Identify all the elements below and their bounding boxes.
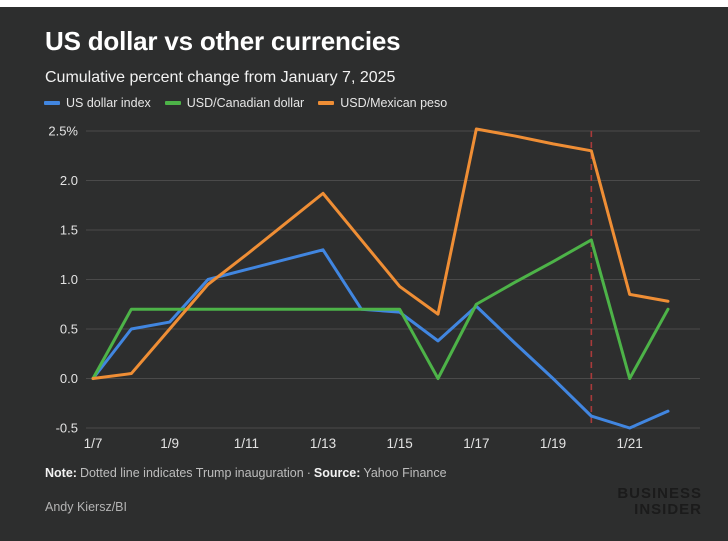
legend-swatch-orange-icon [318, 101, 335, 105]
series-line-usd-mexican-peso [91, 127, 670, 380]
x-tick-label: 1/13 [310, 436, 336, 451]
legend-swatch-blue-icon [44, 101, 60, 105]
top-strip [0, 0, 728, 7]
y-tick-label: -0.5 [56, 421, 78, 436]
legend-swatch-green-icon [164, 101, 181, 105]
note-separator: · [306, 466, 311, 480]
x-tick-label: 1/7 [84, 436, 103, 451]
y-tick-label: 1.5 [60, 223, 78, 238]
legend-item-usd-mxn: USD/Mexican peso [318, 96, 447, 110]
legend-label: USD/Canadian dollar [186, 96, 305, 110]
page-title: US dollar vs other currencies [45, 26, 401, 56]
y-tick-label: 2.5% [48, 124, 78, 139]
series-line-us-dollar-index [91, 248, 670, 430]
chart-note: Note: Dotted line indicates Trump inaugur… [45, 466, 450, 480]
legend: US dollar index USD/Canadian dollar USD/… [44, 96, 447, 110]
legend-item-us-dollar-index: US dollar index [44, 96, 151, 110]
x-tick-label: 1/17 [463, 436, 489, 451]
y-tick-label: 2.0 [60, 173, 78, 188]
y-tick-label: 0.0 [60, 371, 78, 386]
x-tick-label: 1/11 [234, 436, 259, 451]
y-tick-label: 0.5 [60, 322, 78, 337]
business-insider-logo: BUSINESS INSIDER [617, 486, 702, 518]
legend-label: USD/Mexican peso [340, 96, 448, 110]
source-text: Yahoo Finance [363, 466, 447, 480]
logo-line-1: BUSINESS [617, 485, 702, 502]
logo-line-2: INSIDER [634, 501, 702, 518]
x-tick-label: 1/15 [387, 436, 413, 451]
x-tick-label: 1/21 [617, 436, 643, 451]
x-tick-label: 1/19 [540, 436, 566, 451]
chart-svg: 2.5% 2.0 1.5 1.0 0.5 0.0 -0.5 1/7 1/9 1/11 1/13 1/1… [48, 124, 700, 451]
note-label: Note: [45, 466, 77, 480]
y-tick-label: 1.0 [60, 272, 78, 287]
series-line-usd-canadian-dollar [91, 238, 670, 380]
author-credit: Andy Kiersz/BI [45, 500, 127, 514]
legend-label: US dollar index [66, 96, 151, 110]
x-tick-label: 1/9 [160, 436, 179, 451]
note-text: Dotted line indicates Trump inauguration [79, 466, 304, 480]
source-label: Source: [313, 466, 361, 480]
chart-subtitle: Cumulative percent change from January 7… [45, 69, 396, 86]
legend-item-usd-cad: USD/Canadian dollar [164, 96, 305, 110]
